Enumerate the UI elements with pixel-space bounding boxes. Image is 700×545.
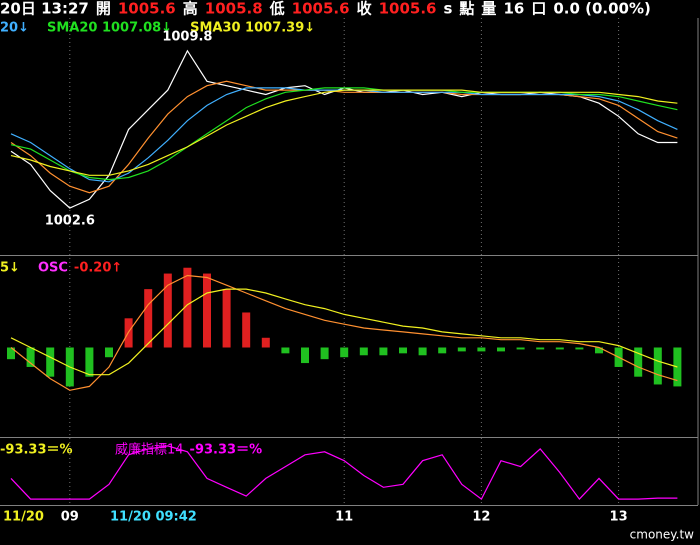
x-tick-label: 11 — [335, 510, 353, 525]
header-field: 1005.6 — [292, 0, 350, 18]
header-field: 16 — [503, 0, 524, 18]
min-label: 1002.6 — [45, 214, 95, 229]
bar — [555, 347, 564, 350]
bar — [242, 312, 251, 348]
legend-entry: 5↓ — [0, 261, 20, 276]
series-line — [10, 288, 678, 376]
watermark: cmoney.tw — [630, 528, 695, 542]
bar — [653, 347, 662, 385]
header-field: 0.0 (0.00%) — [553, 0, 651, 18]
header-field: 1005.6 — [379, 0, 437, 18]
legend-entry: SMA20 1007.08↓ — [47, 21, 172, 36]
x-tick-label: 11/20 — [3, 510, 44, 525]
bar — [359, 347, 368, 356]
header-field: 1005.8 — [205, 0, 263, 18]
header-field: 點 — [459, 0, 474, 18]
legend-label: -93.33＝% — [0, 443, 73, 458]
bar — [183, 267, 192, 348]
bar — [281, 347, 290, 354]
bar — [203, 273, 211, 348]
header-field: s — [443, 0, 452, 18]
x-tick-label: 12 — [472, 510, 490, 525]
legend-value: -0.20↑ — [74, 261, 122, 276]
legend-entry: 威廉指標14 — [115, 442, 184, 458]
header-field: 20日 13:27 — [0, 0, 89, 18]
bar — [418, 347, 427, 356]
header-field: 1005.6 — [118, 0, 176, 18]
series-line — [10, 274, 678, 391]
header-field: 口 — [531, 0, 546, 18]
bar — [163, 273, 172, 348]
x-tick-label: 09 — [61, 510, 79, 525]
bar — [575, 347, 584, 350]
bar — [7, 347, 15, 360]
bar — [222, 289, 231, 348]
bar — [634, 347, 643, 377]
bar — [105, 347, 113, 358]
bar — [301, 347, 309, 364]
bar — [477, 347, 486, 352]
bar — [261, 337, 270, 348]
series-line — [10, 80, 678, 194]
bar — [85, 347, 94, 377]
bar — [457, 347, 466, 352]
bar — [536, 347, 545, 350]
x-tick-label: 13 — [610, 510, 628, 525]
bar — [340, 347, 349, 358]
legend-entry: OSC — [38, 261, 68, 276]
series-line — [10, 445, 678, 501]
bar — [497, 347, 505, 352]
header-field: 量 — [481, 0, 496, 18]
header-field: 低 — [269, 0, 285, 18]
header-field: 高 — [183, 0, 198, 18]
series-line — [10, 87, 678, 181]
bar — [516, 347, 525, 350]
legend-value: -93.33＝% — [190, 443, 263, 458]
max-label: 1009.8 — [162, 29, 212, 44]
frame — [0, 18, 699, 506]
header-field: 收 — [357, 0, 372, 18]
header-field: 開 — [96, 0, 111, 18]
bar — [595, 347, 603, 354]
bar — [379, 347, 388, 356]
series-line — [10, 89, 678, 176]
legend-entry: 20↓ — [0, 21, 29, 36]
bar — [320, 347, 329, 360]
bar — [46, 347, 55, 377]
bar — [399, 347, 407, 354]
bar — [144, 289, 153, 348]
legend-entry: SMA30 1007.39↓ — [190, 21, 315, 36]
bar — [438, 347, 447, 354]
cursor-label: 11/20 09:42 — [110, 510, 197, 525]
bar — [26, 347, 35, 367]
